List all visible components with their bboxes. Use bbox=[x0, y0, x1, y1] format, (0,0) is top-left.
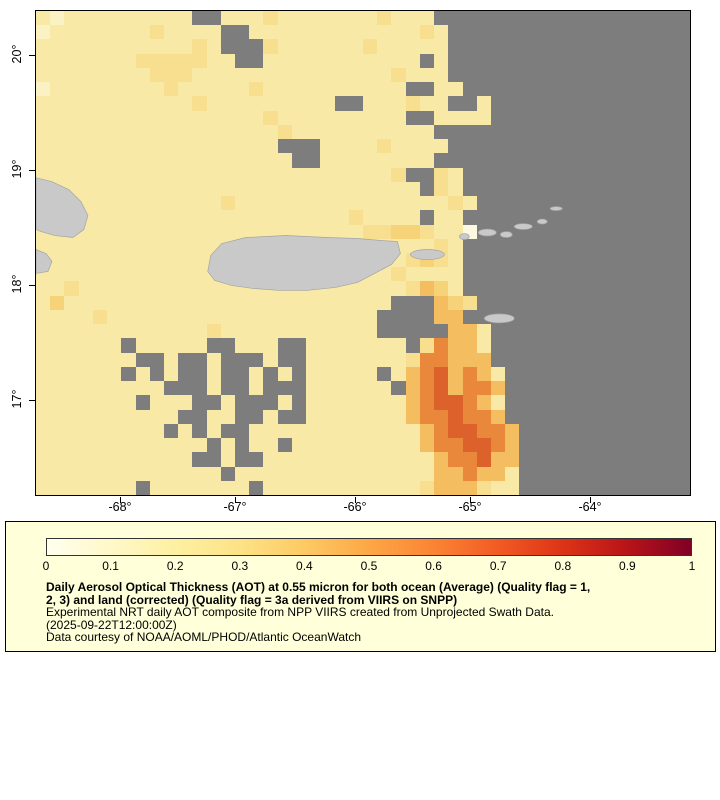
colorbar-tick-label: 0.1 bbox=[102, 559, 119, 573]
colorbar-tick-label: 0.2 bbox=[166, 559, 184, 573]
lat-label-20: 20° bbox=[10, 44, 24, 64]
colorbar-tick-label: 0.6 bbox=[425, 559, 442, 573]
lat-label-17: 17° bbox=[10, 389, 24, 409]
lon-tick-67 bbox=[235, 497, 236, 503]
colorbar-tick-label: 0.7 bbox=[489, 559, 507, 573]
lon-label-65: -65° bbox=[458, 500, 482, 514]
legend-text-line: Daily Aerosol Optical Thickness (AOT) at… bbox=[46, 580, 591, 594]
legend-text-line: 2, 3) and land (corrected) (Quality flag… bbox=[46, 592, 458, 607]
lat-label-19: 19° bbox=[10, 159, 24, 179]
colorbar-gradient bbox=[46, 538, 692, 556]
map-frame bbox=[35, 10, 691, 496]
lat-tick-18 bbox=[29, 285, 35, 286]
legend-text: Daily Aerosol Optical Thickness (AOT) at… bbox=[46, 581, 706, 644]
lon-tick-68 bbox=[120, 497, 121, 503]
colorbar-tick-labels: 0 0.1 0.2 0.3 0.4 0.5 0.6 0.7 0.8 0.9 1 bbox=[42, 559, 696, 574]
lon-tick-66 bbox=[355, 497, 356, 503]
aot-grid bbox=[36, 11, 690, 495]
lat-label-18: 18° bbox=[10, 274, 24, 294]
legend-panel: 0 0.1 0.2 0.3 0.4 0.5 0.6 0.7 0.8 0.9 1 Daily Aero… bbox=[5, 521, 716, 652]
colorbar-tick-label: 0.5 bbox=[360, 559, 378, 573]
lon-tick-65 bbox=[470, 497, 471, 503]
colorbar-tick-label: 0.9 bbox=[619, 559, 636, 573]
lon-tick-64 bbox=[590, 497, 591, 503]
colorbar-tick-label: 1 bbox=[688, 559, 696, 573]
lon-label-66: -66° bbox=[343, 500, 367, 514]
legend-text-line: Data courtesy of NOAA/AOML/PHOD/Atlantic… bbox=[46, 630, 361, 645]
lon-label-64: -64° bbox=[578, 500, 602, 514]
colorbar-tick-label: 0.4 bbox=[296, 559, 313, 573]
legend-text-line: Experimental NRT daily AOT composite fro… bbox=[46, 605, 554, 620]
lon-label-68: -68° bbox=[108, 500, 132, 514]
lat-tick-20 bbox=[29, 55, 35, 56]
colorbar-tick-label: 0.3 bbox=[231, 559, 249, 573]
lat-tick-19 bbox=[29, 170, 35, 171]
legend-text-line: (2025-09-22T12:00:00Z) bbox=[46, 617, 177, 632]
colorbar-tick-label: 0.8 bbox=[554, 559, 572, 573]
lat-tick-17 bbox=[29, 400, 35, 401]
colorbar-tick-label: 0 bbox=[42, 559, 50, 573]
lon-label-67: -67° bbox=[223, 500, 247, 514]
